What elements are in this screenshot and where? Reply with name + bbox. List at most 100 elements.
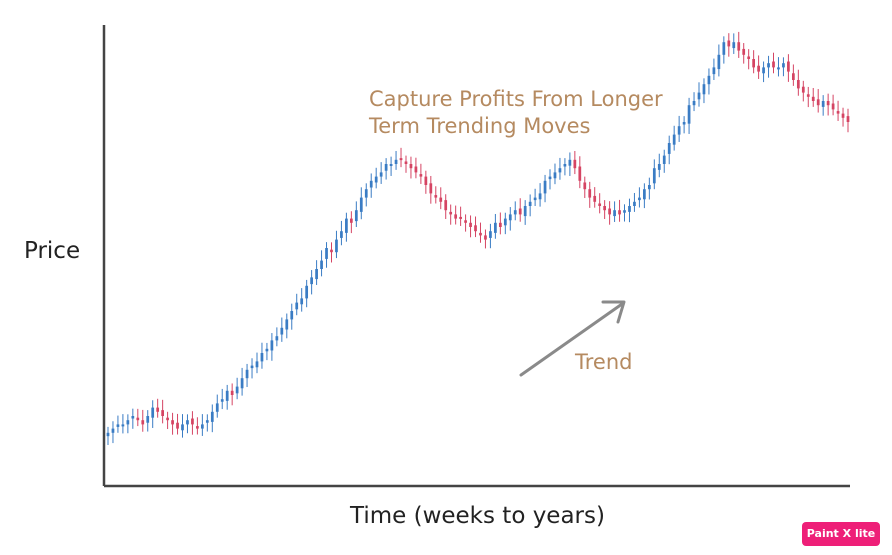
candle-down [484, 235, 487, 240]
candle-up [489, 231, 492, 238]
candle-up [528, 201, 532, 206]
candle-up [335, 239, 338, 253]
candle-down [349, 218, 353, 223]
candle-up [682, 122, 686, 125]
candle-up [275, 336, 279, 341]
candle-up [235, 386, 239, 394]
candle-down [801, 86, 805, 93]
candle-up [667, 143, 671, 154]
candle-up [712, 67, 716, 75]
candle-up [672, 134, 676, 145]
candle-down [141, 420, 145, 425]
candle-up [687, 105, 691, 124]
trend-arrow-shaft [519, 302, 624, 377]
candle-down [747, 56, 751, 59]
candle-down [796, 80, 800, 89]
candle-up [662, 155, 666, 164]
candle-up [151, 407, 155, 418]
candle-up [394, 159, 398, 164]
candle-up [121, 424, 125, 427]
candle-down [399, 158, 403, 161]
candle-down [454, 214, 458, 219]
candle-down [772, 61, 775, 68]
candle-up [111, 428, 115, 433]
candle-up [106, 432, 110, 437]
candle-down [166, 417, 169, 421]
candle-up [220, 399, 224, 402]
candle-down [583, 182, 587, 190]
candle-up [295, 302, 299, 310]
candle-up [494, 222, 497, 233]
candle-up [374, 176, 378, 183]
candle-up [732, 42, 736, 49]
candle-up [126, 420, 130, 425]
candle-up [513, 210, 517, 215]
candle-down [161, 410, 164, 416]
candle-up [340, 231, 343, 238]
candle-down [439, 197, 443, 202]
candle-up [310, 277, 313, 285]
candle-up [647, 185, 651, 190]
candle-up [240, 378, 244, 389]
candle-down [469, 222, 472, 227]
candle-up [305, 285, 309, 299]
candle-down [330, 249, 333, 253]
candle-up [782, 63, 785, 68]
candle-up [354, 210, 358, 222]
candle-down [573, 159, 577, 169]
candle-up [707, 75, 711, 85]
candle-down [727, 40, 731, 47]
candle-up [255, 361, 259, 368]
candle-up [821, 101, 825, 107]
candle-down [811, 96, 815, 101]
candle-down [136, 417, 140, 421]
candle-up [762, 67, 765, 74]
candle-up [384, 164, 388, 171]
candle-up [538, 193, 542, 200]
candle-up [697, 92, 701, 100]
candle-up [146, 416, 150, 423]
candle-up [325, 248, 328, 259]
annotation-line-1: Capture Profits From Longer [369, 87, 663, 111]
candle-down [737, 42, 741, 51]
candle-up [359, 197, 363, 212]
candle-up [270, 340, 274, 351]
candle-down [752, 59, 756, 68]
candle-down [498, 222, 502, 227]
candle-up [116, 424, 120, 427]
candle-up [657, 164, 661, 170]
candle-down [434, 195, 438, 198]
candle-up [300, 298, 304, 305]
candle-up [181, 424, 184, 431]
candle-down [787, 61, 790, 72]
watermark-badge: Paint X lite [802, 522, 880, 546]
candle-down [792, 73, 795, 80]
candle-up [290, 311, 294, 320]
candle-up [543, 180, 547, 194]
candle-down [196, 426, 199, 429]
candle-down [409, 164, 413, 169]
candle-up [200, 424, 204, 429]
candle-up [508, 214, 512, 221]
candle-up [503, 218, 507, 226]
candle-up [717, 54, 721, 70]
candle-down [419, 174, 423, 177]
candle-up [568, 159, 572, 166]
trend-label: Trend [575, 350, 633, 374]
candle-down [230, 390, 234, 395]
candle-down [578, 166, 582, 181]
candle-up [623, 210, 626, 213]
candle-down [618, 210, 621, 215]
candle-down [826, 101, 830, 106]
candle-down [816, 99, 820, 106]
candle-up [210, 411, 214, 422]
candle-up [702, 84, 706, 95]
candle-up [677, 126, 681, 135]
candle-down [464, 220, 467, 223]
candle-down [806, 94, 810, 97]
candle-up [638, 197, 641, 201]
candle-up [643, 189, 646, 200]
candle-up [652, 168, 656, 184]
candle-up [633, 201, 636, 206]
candle-down [593, 195, 597, 202]
